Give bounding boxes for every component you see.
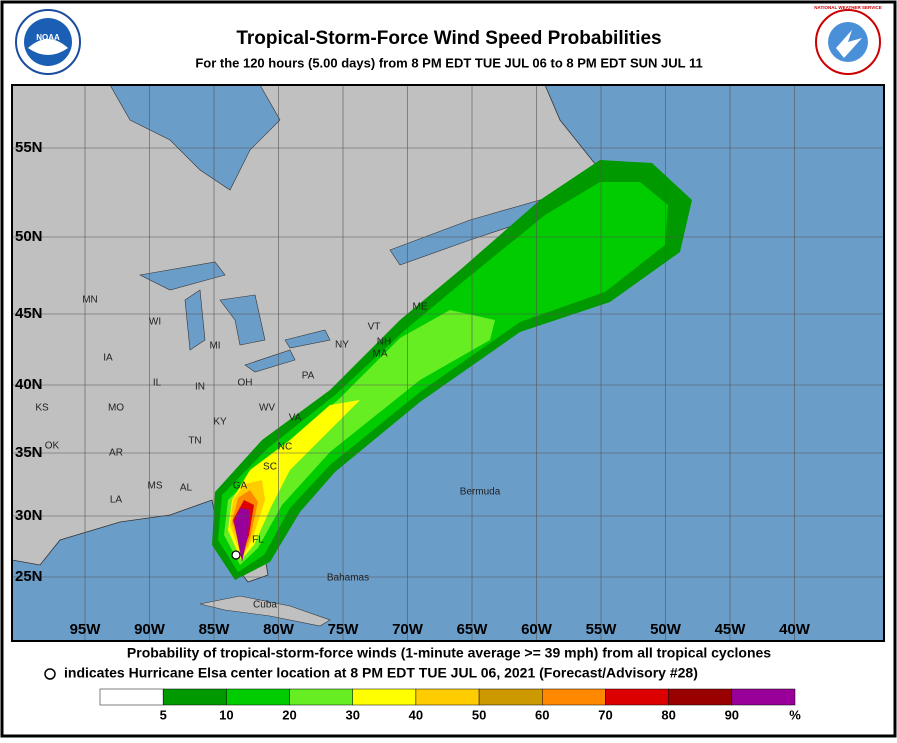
region-label: KY: [213, 417, 227, 428]
region-label: NH: [377, 337, 391, 348]
region-label: TN: [188, 436, 201, 447]
latitude-label: 25N: [15, 568, 43, 585]
longitude-label: 55W: [586, 621, 618, 638]
swath-90: [234, 508, 250, 562]
region-label: OK: [45, 441, 60, 452]
nws-logo-text: NATIONAL WEATHER SERVICE: [814, 5, 881, 10]
region-label: WV: [259, 403, 275, 414]
legend-label: 90: [725, 707, 739, 722]
region-label: FL: [252, 535, 264, 546]
legend-swatch: [162, 688, 227, 706]
storm-center: [231, 550, 241, 560]
region-label: PA: [302, 371, 315, 382]
region-label: ME: [413, 302, 428, 313]
swath-20: [224, 310, 495, 565]
longitude-label: 75W: [328, 621, 360, 638]
region-label: VT: [368, 322, 381, 333]
legend-label: 40: [409, 707, 423, 722]
cuba: [199, 595, 331, 627]
longitude-label: 90W: [134, 621, 166, 638]
region-label: Bermuda: [460, 487, 501, 498]
region-label: MO: [108, 403, 124, 414]
region-label: MS: [148, 481, 163, 492]
region-label: MA: [373, 349, 388, 360]
legend-label: 70: [598, 707, 612, 722]
map: 55N 50N 45N 40N 35N 30N 25N 95W 90W 85W 80W 75W 70W 6…: [12, 85, 884, 641]
longitude-label: 45W: [715, 621, 747, 638]
noaa-logo-text: NOAA: [36, 33, 60, 42]
region-label: MI: [209, 341, 220, 352]
legend-label: %: [789, 707, 801, 722]
legend-label: 50: [472, 707, 486, 722]
longitude-label: 95W: [70, 621, 102, 638]
region-label: IN: [195, 382, 205, 393]
legend-label: 80: [661, 707, 675, 722]
swath-30: [228, 400, 360, 560]
longitude-label: 40W: [779, 621, 811, 638]
noaa-logo: NOAA: [15, 9, 81, 75]
latitude-label: 50N: [15, 228, 43, 245]
longitude-label: 80W: [263, 621, 295, 638]
region-label: WI: [149, 317, 161, 328]
latitude-label: 45N: [15, 305, 43, 322]
region-label: KS: [35, 403, 49, 414]
legend-swatch: [226, 688, 290, 706]
legend-label: 20: [282, 707, 296, 722]
longitude-label: 50W: [650, 621, 682, 638]
region-label: GA: [233, 481, 248, 492]
region-label: AL: [180, 483, 193, 494]
region-label: AR: [109, 448, 123, 459]
map-border: [11, 84, 885, 642]
legend-label: 10: [219, 707, 233, 722]
region-label: NY: [335, 340, 349, 351]
longitude-label: 70W: [392, 621, 424, 638]
nws-logo: NATIONAL WEATHER SERVICE: [814, 5, 882, 75]
legend-swatch: [605, 688, 669, 706]
latitude-label: 35N: [15, 444, 43, 461]
legend-swatch: [415, 688, 480, 706]
region-label: Bahamas: [327, 573, 369, 584]
great-lakes: [139, 261, 331, 373]
region-label: Cuba: [253, 600, 277, 611]
legend-swatch: [731, 688, 796, 706]
region-label: LA: [110, 495, 123, 506]
legend-swatch: [542, 688, 606, 706]
latitude-label: 30N: [15, 507, 43, 524]
longitude-label: 85W: [199, 621, 231, 638]
hudson-bay: [109, 85, 281, 191]
region-label: OH: [238, 378, 253, 389]
legend-swatch: [352, 688, 417, 706]
legend-label: 30: [345, 707, 359, 722]
longitude-label: 65W: [457, 621, 489, 638]
subtitle: For the 120 hours (5.00 days) from 8 PM …: [195, 55, 702, 70]
center-symbol: [44, 668, 56, 680]
legend-label: 60: [535, 707, 549, 722]
swath-10: [218, 182, 668, 572]
footer-line2: indicates Hurricane Elsa center location…: [64, 665, 698, 681]
legend-label: 5: [160, 707, 167, 722]
region-label: NC: [278, 442, 292, 453]
region-label: SC: [263, 462, 277, 473]
longitude-label: 60W: [521, 621, 553, 638]
latitude-label: 40N: [15, 376, 43, 393]
legend-swatch: [99, 688, 164, 706]
legend-swatch: [668, 688, 733, 706]
region-label: IL: [153, 378, 162, 389]
region-label: IA: [103, 353, 113, 364]
region-label: VA: [289, 413, 302, 424]
legend-swatch: [289, 688, 353, 706]
region-label: MN: [82, 295, 98, 306]
footer-line1: Probability of tropical-storm-force wind…: [127, 645, 771, 661]
latitude-label: 55N: [15, 139, 43, 156]
legend-swatch: [478, 688, 543, 706]
title: Tropical-Storm-Force Wind Speed Probabil…: [236, 28, 661, 49]
